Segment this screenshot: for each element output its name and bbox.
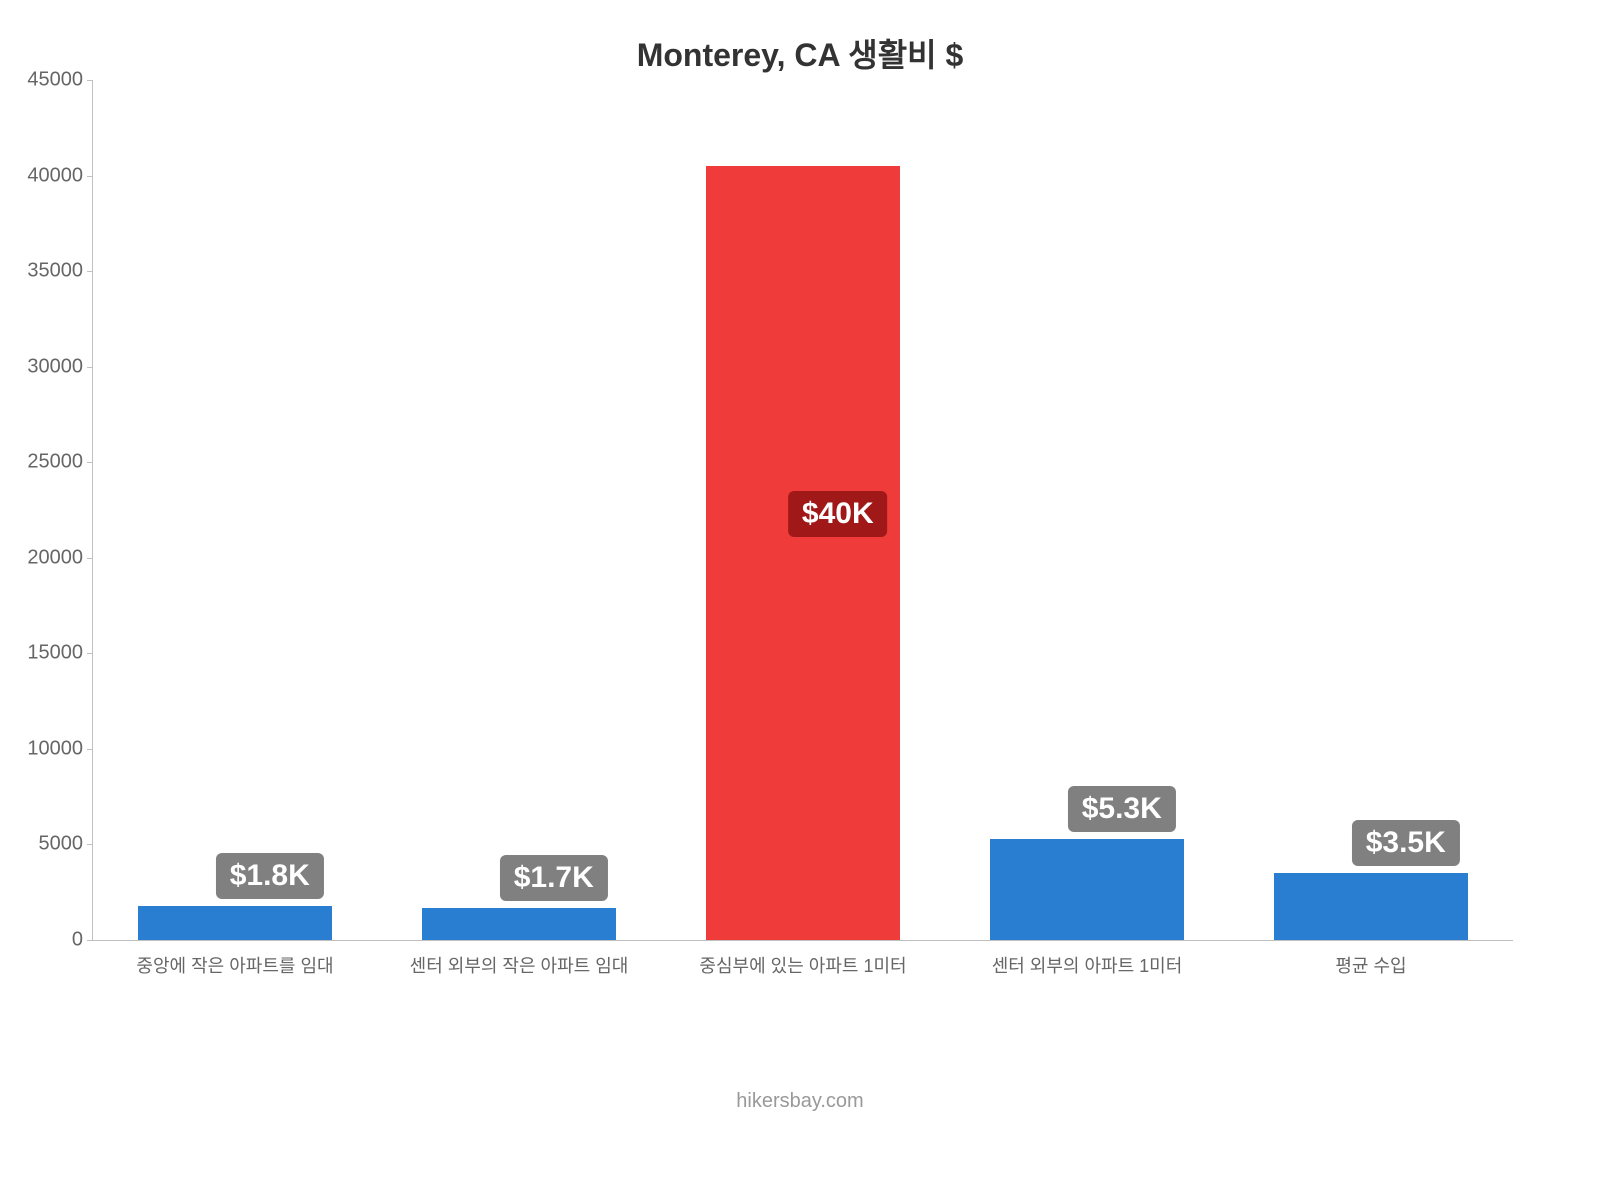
x-axis-label: 평균 수입 — [1335, 940, 1406, 978]
y-tick-label: 45000 — [27, 69, 93, 92]
y-tick-label: 20000 — [27, 546, 93, 569]
chart-title: Monterey, CA 생활비 $ — [0, 30, 1600, 76]
bar — [138, 906, 331, 940]
x-axis-label: 센터 외부의 아파트 1미터 — [992, 940, 1183, 978]
value-badge: $5.3K — [1068, 786, 1176, 832]
y-tick-label: 35000 — [27, 260, 93, 283]
bar — [422, 908, 615, 940]
plot-area: 0500010000150002000025000300003500040000… — [92, 80, 1513, 941]
y-tick-label: 30000 — [27, 355, 93, 378]
x-axis-label: 중앙에 작은 아파트를 임대 — [136, 940, 333, 978]
y-tick-label: 15000 — [27, 642, 93, 665]
y-tick-label: 10000 — [27, 737, 93, 760]
x-axis-label: 센터 외부의 작은 아파트 임대 — [410, 940, 629, 978]
y-tick-label: 40000 — [27, 164, 93, 187]
y-tick-label: 5000 — [39, 833, 94, 856]
value-badge: $1.8K — [216, 853, 324, 899]
cost-of-living-chart: Monterey, CA 생활비 $ 050001000015000200002… — [0, 0, 1600, 1200]
bar — [706, 166, 899, 940]
y-tick-label: 0 — [72, 929, 93, 952]
value-badge: $3.5K — [1352, 820, 1460, 866]
value-badge: $40K — [788, 491, 888, 537]
bar — [990, 839, 1183, 940]
bar — [1274, 873, 1467, 940]
y-tick-label: 25000 — [27, 451, 93, 474]
value-badge: $1.7K — [500, 855, 608, 901]
chart-footer: hikersbay.com — [0, 1090, 1600, 1113]
x-axis-label: 중심부에 있는 아파트 1미터 — [699, 940, 906, 978]
